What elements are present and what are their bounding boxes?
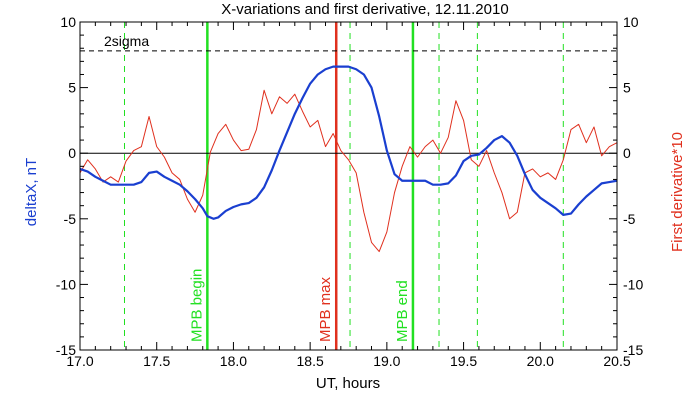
x-tick-label: 20.5 — [603, 353, 630, 369]
series-line-deltaX — [80, 65, 617, 220]
y-tick-label-right: 10 — [623, 14, 639, 30]
x-tick-label: 17.5 — [143, 353, 170, 369]
y-tick-label-left: 0 — [68, 145, 76, 161]
x-tick-label: 17.0 — [66, 353, 93, 369]
y-tick-label-left: 10 — [60, 14, 76, 30]
x-tick-label: 20.0 — [527, 353, 554, 369]
y-tick-label-left: 5 — [68, 80, 76, 96]
y-tick-label-right: -5 — [623, 211, 636, 227]
y-axis-right-label: First derivative*10 — [669, 132, 686, 252]
x-axis-label: UT, hours — [316, 375, 380, 392]
x-tick-label: 19.5 — [450, 353, 477, 369]
plot-frame — [79, 21, 618, 351]
marker-label-2: MPB end — [394, 280, 411, 342]
y-tick-label-left: -5 — [64, 211, 77, 227]
sigma-label: 2sigma — [104, 33, 149, 49]
x-tick-label: 18.5 — [297, 353, 324, 369]
x-tick-label: 18.0 — [220, 353, 247, 369]
y-tick-label-right: 0 — [623, 145, 631, 161]
y-tick-label-left: -10 — [56, 276, 76, 292]
y-tick-label-right: 5 — [623, 80, 631, 96]
x-tick-label: 19.0 — [373, 353, 400, 369]
marker-label-1: MPB max — [317, 276, 334, 342]
y-axis-left-label: deltaX, nT — [23, 158, 40, 226]
y-tick-label-right: -15 — [623, 342, 643, 358]
marker-label-0: MPB begin — [188, 269, 205, 342]
y-tick-label-right: -10 — [623, 276, 643, 292]
series-line-derivative — [80, 89, 617, 253]
y-tick-label-left: -15 — [56, 342, 76, 358]
chart-title: X-variations and first derivative, 12.11… — [221, 1, 508, 18]
